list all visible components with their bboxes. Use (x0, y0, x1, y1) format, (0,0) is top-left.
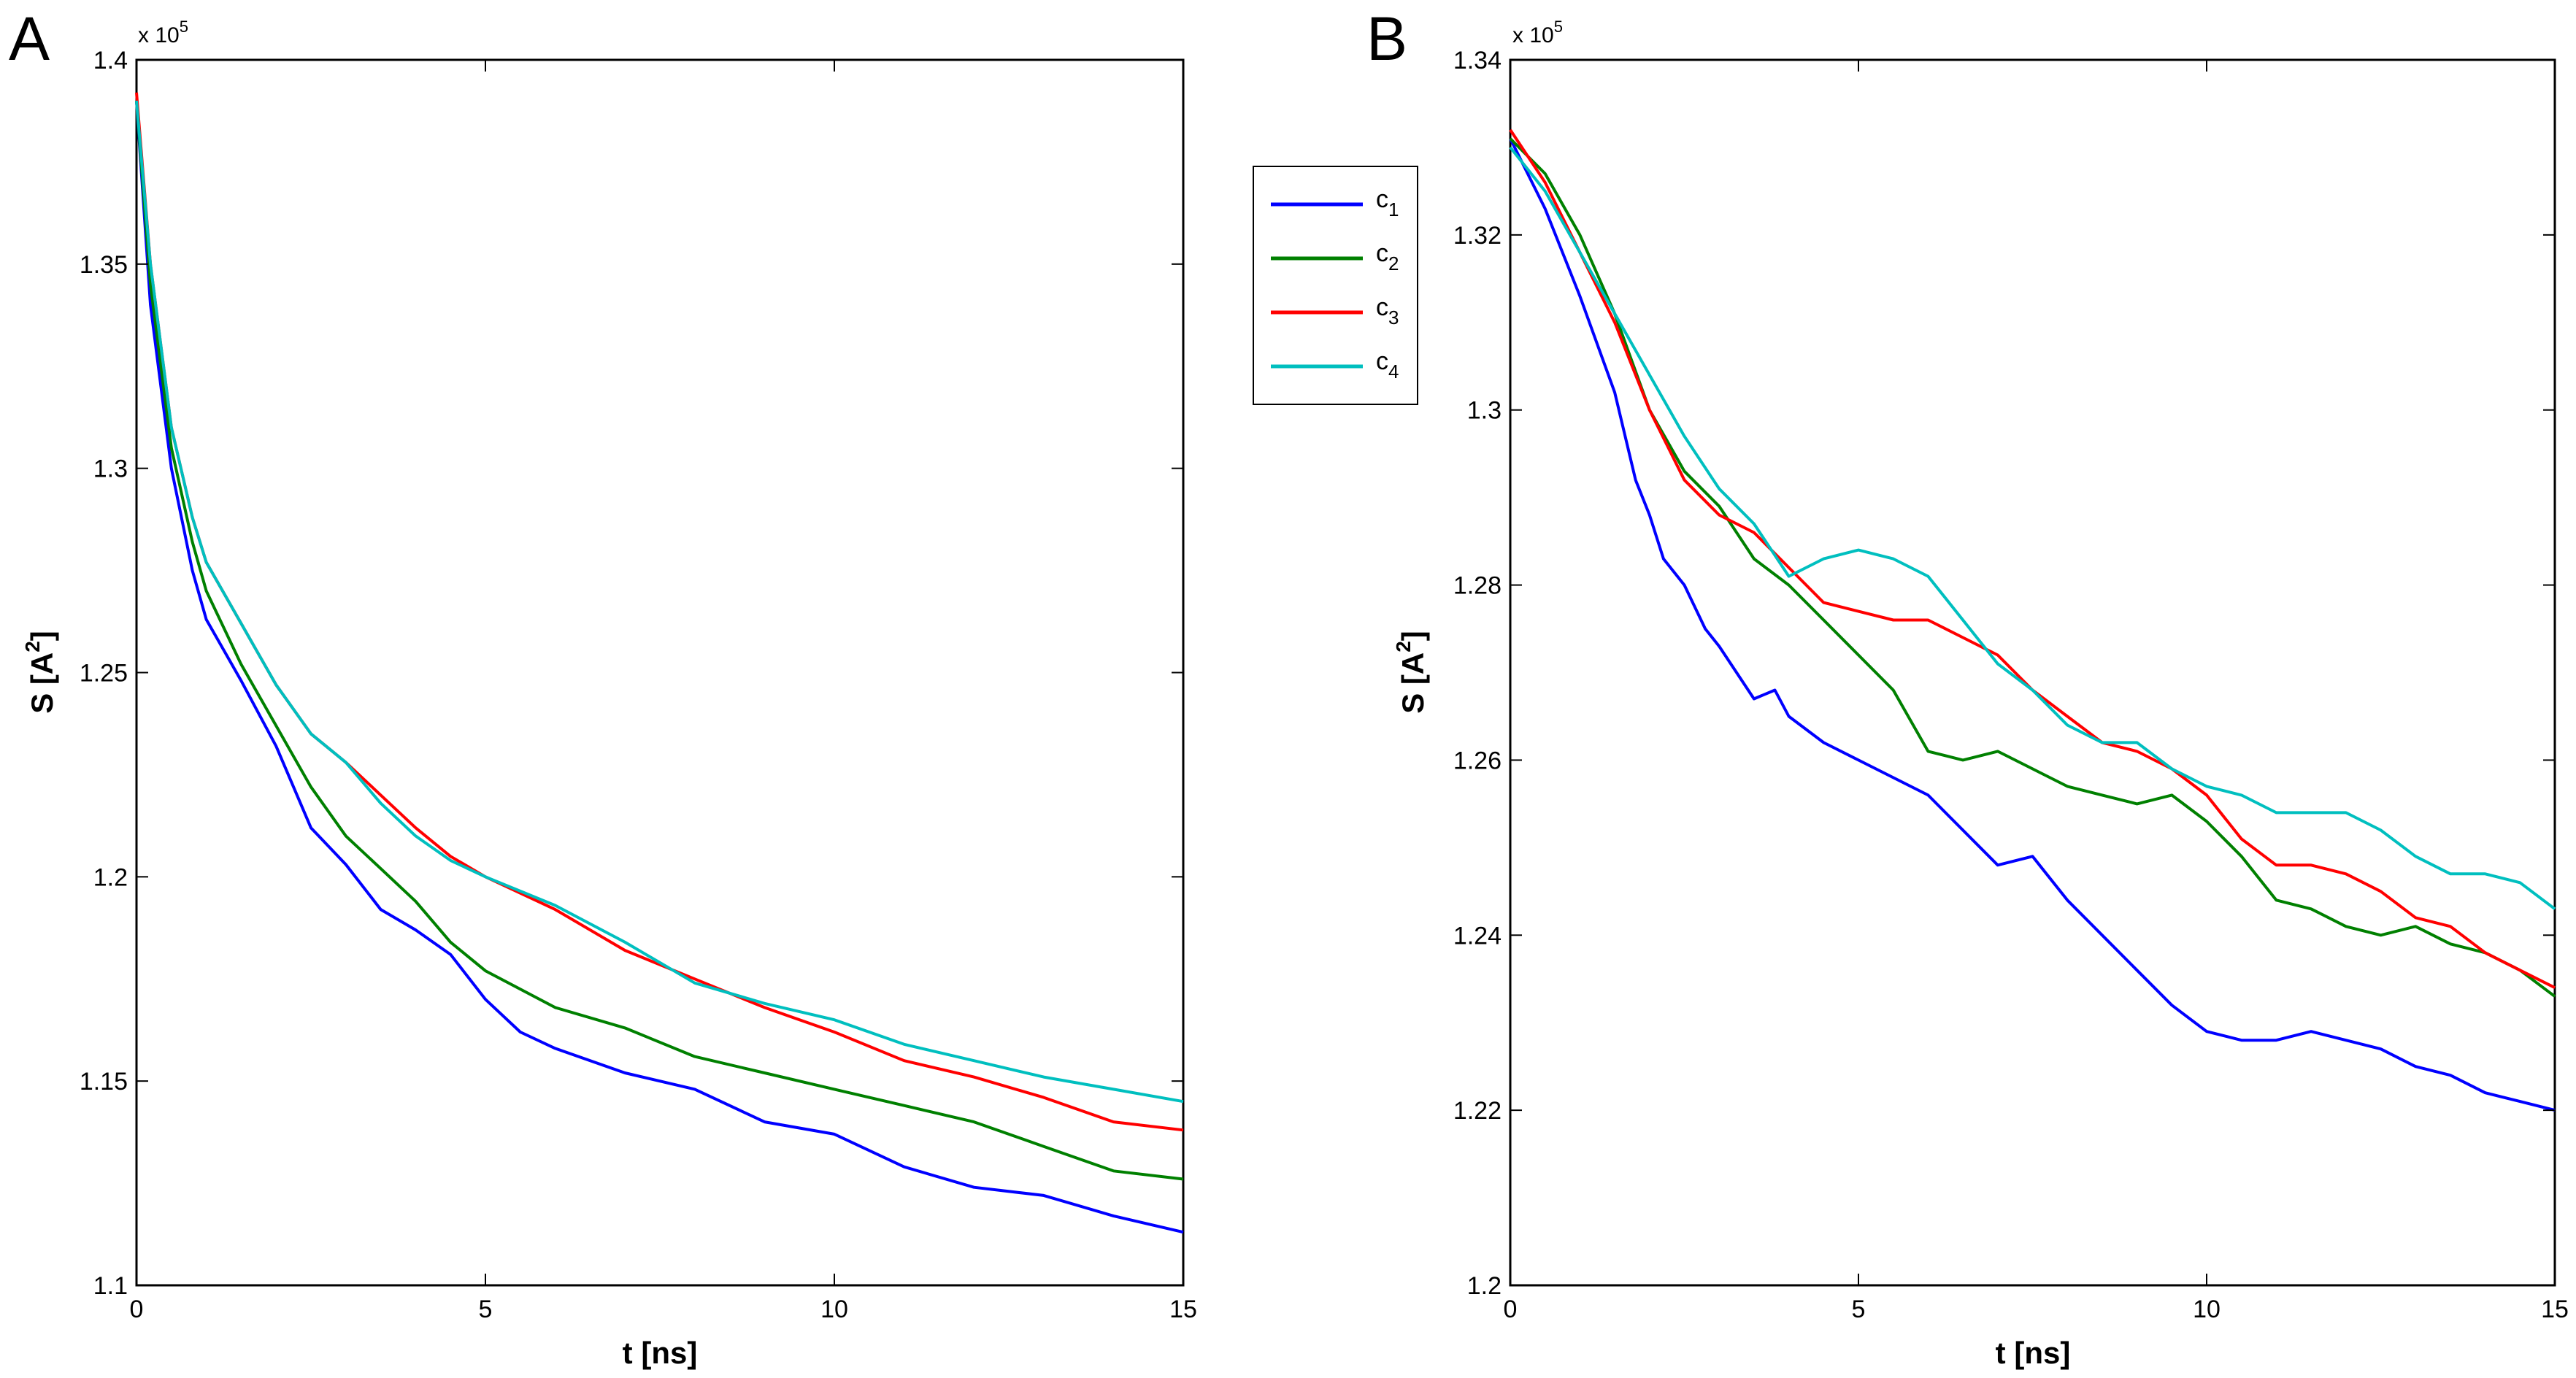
y-tick-label-a: 1.25 (80, 660, 128, 688)
panel-letter-b: B (1366, 4, 1407, 73)
series-line-c4-a (135, 100, 1184, 1104)
legend-label-c4: c4 (1376, 347, 1399, 382)
x-axis-label-b: t [ns] (1996, 1336, 2071, 1370)
series-line-c2-a (135, 100, 1184, 1181)
y-tick-label-b: 1.22 (1453, 1097, 1502, 1125)
series-line-c4-b (1509, 146, 2556, 910)
x-tick-label-b: 0 (1504, 1296, 1518, 1323)
panel-letter-a: A (9, 4, 50, 73)
y-tick-label-a: 1.2 (93, 863, 128, 891)
y-axis-label-b: S [A2] (1392, 631, 1430, 714)
x-axis-label-a: t [ns] (623, 1336, 698, 1370)
x-tick-label-b: 10 (2193, 1296, 2221, 1323)
y-tick-label-a: 1.3 (93, 455, 128, 483)
series-line-c2-b (1509, 137, 2556, 998)
panel-b: B x 105 t [ns] S [A2] 1.2 1.22 1.24 1.26 1.2… (1366, 4, 2569, 1370)
x-tick-label-a: 15 (1169, 1296, 1197, 1323)
y-axis-label-a: S [A2] (21, 631, 59, 714)
panel-a: A x 105 t [ns] S [A2] 1.1 1.15 1.2 1.25 1.3 1… (9, 4, 1197, 1370)
y-multiplier-a: x 105 (138, 18, 188, 47)
axes-box-b (1509, 58, 2556, 1287)
axes-box-a (135, 58, 1185, 1287)
x-tick-label-a: 10 (820, 1296, 848, 1323)
y-tick-label-a: 1.15 (80, 1068, 128, 1096)
series-line-c1-b (1509, 138, 2556, 1112)
legend-label-c2: c2 (1376, 239, 1399, 274)
y-tick-label-b: 1.26 (1453, 747, 1502, 774)
y-tick-label-b: 1.34 (1453, 47, 1502, 74)
x-tick-label-a: 5 (479, 1296, 493, 1323)
legend: c1 c2 c3 c4 (1253, 166, 1418, 405)
y-tick-label-b: 1.3 (1467, 397, 1502, 425)
x-tick-label-a: 0 (130, 1296, 144, 1323)
y-tick-label-a: 1.4 (93, 47, 128, 74)
series-line-c1-a (135, 100, 1184, 1234)
y-tick-label-b: 1.32 (1453, 222, 1502, 250)
y-tick-label-b: 1.28 (1453, 572, 1502, 600)
y-tick-label-a: 1.35 (80, 251, 128, 279)
y-tick-label-b: 1.2 (1467, 1272, 1502, 1300)
legend-label-c1: c1 (1376, 185, 1399, 220)
y-tick-label-a: 1.1 (93, 1272, 128, 1300)
x-tick-label-b: 5 (1852, 1296, 1866, 1323)
y-multiplier-b: x 105 (1512, 18, 1563, 47)
x-tick-label-b: 15 (2541, 1296, 2569, 1323)
legend-label-c3: c3 (1376, 293, 1399, 328)
y-tick-label-b: 1.24 (1453, 922, 1502, 950)
